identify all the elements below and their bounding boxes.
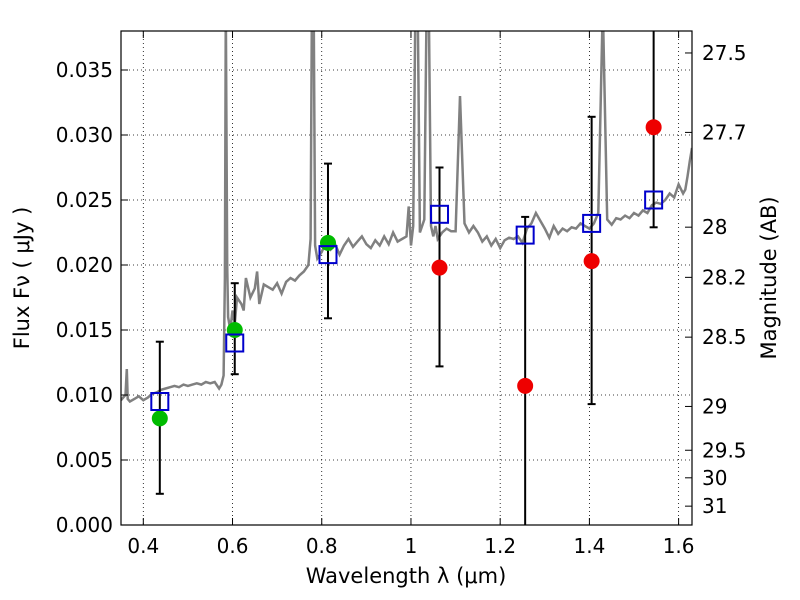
y-axis-label: Flux Fν ( μJy ) bbox=[10, 207, 34, 350]
plot-frame bbox=[120, 30, 693, 526]
magnitude-tick-label: 29.5 bbox=[702, 438, 747, 462]
x-tick-label: 0.8 bbox=[306, 534, 338, 558]
magnitude-tick-label: 27.5 bbox=[702, 41, 747, 65]
template-spectrum-line bbox=[121, 31, 692, 404]
magnitude-tick-label: 28.2 bbox=[702, 265, 747, 289]
model-point-square bbox=[318, 245, 338, 265]
y-tick-label: 0.025 bbox=[56, 188, 113, 212]
x-tick-label: 1.4 bbox=[573, 534, 605, 558]
magnitude-tick-label: 29 bbox=[702, 394, 727, 418]
x-tick-label: 1.2 bbox=[484, 534, 516, 558]
magnitude-axis-ticks: 27.5 27.7 28 28.2 28.5 29 29.5 30 31 bbox=[685, 41, 747, 518]
model-point-square bbox=[644, 190, 664, 210]
y-tick-label: 0.030 bbox=[56, 123, 113, 147]
data-point-circle bbox=[319, 234, 336, 251]
y-tick-label: 0.035 bbox=[56, 58, 113, 82]
data-markers bbox=[150, 119, 664, 427]
x-axis-label: Wavelength λ (μm) bbox=[306, 564, 507, 588]
model-point-square bbox=[225, 333, 245, 353]
model-point-square bbox=[582, 213, 602, 233]
magnitude-tick-label: 28.5 bbox=[702, 325, 747, 349]
model-point-square bbox=[515, 225, 535, 245]
y-tick-label: 0.010 bbox=[56, 383, 113, 407]
x-tick-label: 1.6 bbox=[663, 534, 695, 558]
magnitude-tick-label: 31 bbox=[702, 494, 727, 518]
y-axis-ticks: 0.000 0.005 0.010 0.015 0.020 0.025 0.030 0.035 bbox=[56, 58, 128, 537]
y-tick-label: 0.000 bbox=[56, 513, 113, 537]
y-tick-label: 0.020 bbox=[56, 253, 113, 277]
x-axis-ticks: 0.4 0.6 0.8 1 1.2 1.4 1.6 bbox=[127, 31, 695, 558]
data-point-circle bbox=[226, 322, 243, 338]
magnitude-tick-label: 30 bbox=[702, 466, 727, 490]
x-tick-label: 0.6 bbox=[217, 534, 249, 558]
plot-background bbox=[121, 31, 692, 525]
data-point-circle bbox=[431, 259, 448, 276]
data-point-circle bbox=[151, 410, 168, 427]
model-point-square bbox=[150, 392, 170, 411]
y-tick-label: 0.015 bbox=[56, 318, 113, 342]
data-point-circle bbox=[645, 119, 662, 136]
plot-area bbox=[121, 31, 692, 525]
model-point-square bbox=[430, 204, 450, 224]
x-tick-label: 0.4 bbox=[127, 534, 159, 558]
magnitude-tick-label: 28 bbox=[702, 215, 727, 239]
y-tick-label: 0.005 bbox=[56, 448, 113, 472]
x-tick-label: 1 bbox=[405, 534, 418, 558]
data-point-circle bbox=[583, 253, 600, 270]
magnitude-axis-label: Magnitude (AB) bbox=[757, 196, 781, 359]
magnitude-tick-label: 27.7 bbox=[702, 120, 747, 144]
data-point-circle bbox=[517, 377, 534, 394]
